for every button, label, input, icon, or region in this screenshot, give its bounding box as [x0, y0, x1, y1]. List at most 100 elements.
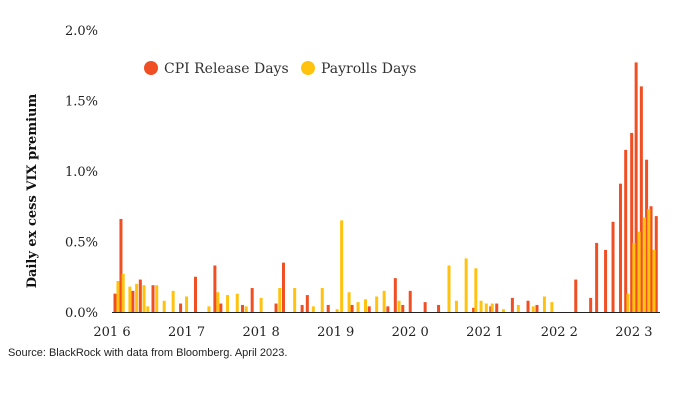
payrolls-bar	[146, 306, 150, 312]
payrolls-bar	[216, 292, 220, 312]
plot-area	[113, 62, 658, 313]
cpi-bar	[526, 300, 530, 312]
payrolls-bar	[226, 295, 230, 312]
payrolls-bar	[171, 290, 175, 312]
payrolls-bar	[340, 220, 344, 312]
cpi-bar	[393, 278, 397, 312]
cpi-bar	[274, 303, 278, 312]
payrolls-bar	[320, 288, 324, 312]
payrolls-bar	[474, 268, 478, 312]
payrolls-bar	[382, 290, 386, 312]
cpi-bar	[281, 262, 285, 312]
cpi-bar	[611, 221, 615, 312]
cpi-bar	[645, 159, 649, 312]
payrolls-bar	[501, 309, 505, 312]
y-tick-label: 1.5%	[65, 95, 98, 110]
cpi-bar	[151, 285, 155, 312]
x-tick-label: 202 2	[541, 325, 578, 340]
cpi-bar	[589, 297, 593, 312]
payrolls-bar	[632, 242, 636, 312]
payrolls-bar	[142, 285, 146, 312]
payrolls-bar	[364, 299, 367, 312]
payrolls-bar	[185, 296, 189, 312]
payrolls-bar	[479, 300, 483, 312]
cpi-bar	[401, 304, 405, 312]
payrolls-bar	[155, 285, 159, 312]
cpi-bar	[574, 279, 578, 312]
payrolls-bar	[647, 209, 651, 312]
cpi-bar	[305, 295, 309, 312]
cpi-bar	[495, 303, 499, 312]
cpi-bar	[649, 206, 653, 312]
cpi-bar	[250, 288, 254, 312]
payrolls-bar	[484, 303, 488, 312]
cpi-bar	[624, 149, 628, 312]
cpi-bar	[437, 304, 441, 312]
cpi-bar	[604, 249, 608, 312]
cpi-bar	[634, 62, 638, 313]
y-axis-title: Daily ex cess VIX premium	[25, 94, 40, 289]
cpi-bar	[408, 290, 412, 312]
cpi-bar	[219, 303, 223, 312]
payrolls-bar	[490, 303, 494, 312]
payrolls-bar	[121, 273, 125, 312]
source-note: Source: BlackRock with data from Bloombe…	[8, 347, 288, 359]
cpi-bar	[113, 293, 117, 312]
x-axis-tick-labels: 201 6 201 7 201 8 201 9 202 0 202 1 202 2 202 3	[93, 325, 652, 340]
payrolls-bar	[293, 288, 297, 312]
payrolls-bar	[335, 309, 339, 312]
payrolls-bar	[375, 296, 379, 312]
cpi-bar	[654, 216, 658, 312]
cpi-bar	[131, 290, 135, 312]
y-tick-label: 2.0%	[65, 24, 98, 39]
y-tick-label: 0.5%	[65, 236, 98, 251]
payrolls-bar	[542, 296, 546, 312]
x-tick-label: 202 1	[466, 325, 503, 340]
cpi-bar	[194, 276, 197, 312]
payrolls-bar	[637, 231, 641, 312]
payrolls-bar	[278, 288, 282, 312]
payrolls-bar	[162, 300, 166, 312]
y-axis-tick-labels: 0.0% 0.5% 1.0% 1.5% 2.0%	[65, 24, 98, 321]
payrolls-bar	[464, 258, 468, 312]
payrolls-bar	[135, 283, 139, 312]
payrolls-bar	[454, 300, 458, 312]
cpi-bar	[386, 306, 390, 312]
cpi-bar	[300, 304, 304, 312]
payrolls-bar	[347, 292, 351, 312]
legend-swatch-cpi	[144, 61, 158, 75]
cpi-bar	[472, 307, 476, 312]
cpi-bar	[639, 86, 643, 313]
cpi-bar	[240, 304, 244, 312]
legend-swatch-payrolls	[301, 61, 315, 75]
payrolls-bar	[311, 306, 315, 312]
cpi-bar	[138, 279, 142, 312]
payrolls-bar	[447, 265, 451, 312]
cpi-bar	[367, 306, 371, 312]
legend-label-cpi: CPI Release Days	[164, 61, 289, 77]
x-tick-label: 201 8	[243, 325, 280, 340]
cpi-bar	[213, 265, 217, 312]
payrolls-bar	[235, 293, 239, 312]
x-tick-label: 201 9	[317, 325, 354, 340]
payrolls-bar	[531, 306, 535, 312]
x-tick-label: 202 0	[392, 325, 429, 340]
payrolls-bar	[244, 306, 248, 312]
payrolls-bar	[652, 249, 656, 312]
cpi-bar	[618, 183, 622, 312]
payrolls-bar	[626, 293, 630, 312]
cpi-bar	[595, 242, 599, 312]
payrolls-bar	[207, 306, 211, 312]
payrolls-bar	[128, 286, 132, 312]
legend-label-payrolls: Payrolls Days	[321, 61, 416, 77]
cpi-bar	[119, 218, 123, 312]
cpi-bar	[179, 303, 183, 312]
cpi-bar	[630, 132, 634, 312]
x-tick-label: 201 7	[168, 325, 205, 340]
payrolls-bar	[516, 304, 520, 312]
cpi-bar	[535, 304, 539, 312]
cpi-bar	[326, 304, 330, 312]
cpi-bar	[423, 302, 427, 312]
y-tick-label: 0.0%	[65, 306, 98, 321]
